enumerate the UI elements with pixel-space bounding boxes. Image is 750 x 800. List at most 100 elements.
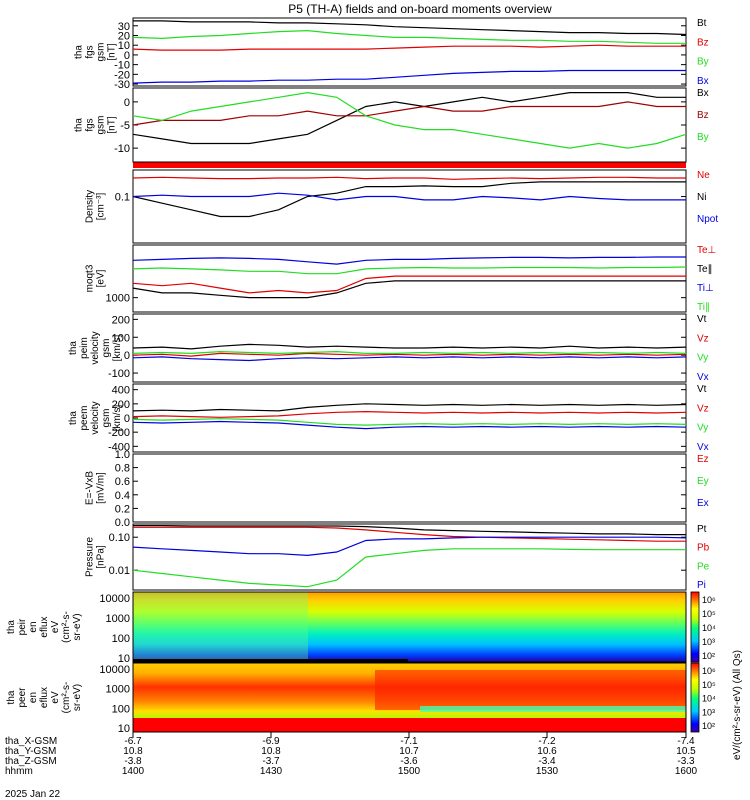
y-tick-label: -30 <box>114 79 130 91</box>
series-line-Bz <box>132 101 686 126</box>
y-tick-label: 0.01 <box>109 565 130 577</box>
y-axis-label: gsm <box>101 409 112 428</box>
legend-Vt: Vt <box>697 384 707 395</box>
y-tick-label: 100 <box>112 703 130 715</box>
footer-value: -6.7 <box>124 736 142 747</box>
panel-6: 400 200 0 -200 -400 tha peem velocity gsm [km/s] V… <box>68 383 709 453</box>
footer-value: -3.7 <box>262 756 280 767</box>
legend-Ne: Ne <box>697 170 710 181</box>
y-axis-label: eV <box>50 691 61 704</box>
series-line-Pe <box>132 548 686 588</box>
panel-frame <box>132 87 687 163</box>
colorbar-tick: 10⁴ <box>702 623 716 633</box>
y-tick-label: 0 <box>124 97 130 109</box>
y-tick-label: 0.6 <box>115 476 130 488</box>
y-tick-label: -10 <box>114 60 130 72</box>
y-tick-label: -10 <box>114 143 130 155</box>
y-tick-label: 10 <box>118 723 130 735</box>
y-tick-label: -5 <box>120 120 130 132</box>
series-line-Te⊥ <box>132 275 686 294</box>
series-line-Ne <box>132 176 686 180</box>
y-axis-label: tha <box>74 118 85 132</box>
footer-value: -3.8 <box>124 756 142 767</box>
footer-value: -3.4 <box>538 756 556 767</box>
footer-value: -3.3 <box>677 756 695 767</box>
series-line-Ti⊥ <box>132 256 686 265</box>
footer-row-label: hhmm <box>5 766 33 777</box>
y-tick-label: 0.0 <box>115 517 130 529</box>
y-axis-label: [eV] <box>96 269 107 287</box>
y-tick-label: 0 <box>124 413 130 425</box>
legend-Pi: Pi <box>697 580 706 591</box>
colorbar-tick: 10⁶ <box>702 595 716 605</box>
y-axis-label: eflux <box>39 616 50 637</box>
legend-Bz: Bz <box>697 37 709 48</box>
y-tick-label: -20 <box>114 69 130 81</box>
y-axis-label: peir <box>17 618 28 635</box>
y-tick-label: 0.10 <box>109 532 130 544</box>
legend-Pb: Pb <box>697 543 710 554</box>
series-line-Vt <box>132 403 687 412</box>
y-axis-label: [nT] <box>107 43 118 60</box>
colorbar-tick: 10⁶ <box>702 666 716 676</box>
footer-value: 10.8 <box>261 746 281 757</box>
y-axis-label: Pressure <box>85 537 96 577</box>
series-line-Vx <box>132 420 687 430</box>
electron-hot-region <box>375 670 686 710</box>
colorbar-tick: 10² <box>702 651 715 661</box>
legend-Bt: Bt <box>697 18 707 29</box>
y-tick-label: 10000 <box>99 664 130 676</box>
legend-Npot: Npot <box>697 214 718 225</box>
legend-By: By <box>697 132 709 143</box>
y-axis-label: [nPa] <box>96 545 107 569</box>
y-tick-label: 10 <box>118 653 130 665</box>
y-axis-label: tha <box>68 341 79 355</box>
series-line-Vz <box>132 410 687 418</box>
colorbar-lower <box>690 662 700 733</box>
panel-frame <box>132 169 687 244</box>
legend-Te⊥: Te⊥ <box>697 245 716 256</box>
y-axis-label: sr-eV) <box>72 684 83 711</box>
spectrogram-axis-1: 10000 1000 100 10 tha peir en eflux eV (cm²-s-sr-… <box>6 593 138 665</box>
y-axis-label: velocity <box>90 331 101 364</box>
footer-row-label: tha_Y-GSM <box>5 746 56 757</box>
series-line-Te∥ <box>132 280 686 299</box>
y-tick-label: 10000 <box>99 593 130 605</box>
footer-value: 1500 <box>398 766 421 777</box>
legend-Pe: Pe <box>697 561 710 572</box>
y-tick-label: 1.0 <box>115 449 130 461</box>
colorbar-tick: 10² <box>702 721 715 731</box>
electron-low-energy-band <box>133 718 686 732</box>
footer-value: 10.8 <box>123 746 143 757</box>
series-line-Vx <box>132 356 687 362</box>
colorbar-tick: 10⁵ <box>702 680 716 690</box>
y-axis-label: fgs <box>85 45 96 58</box>
y-axis-label: (cm²-s- <box>61 682 72 714</box>
legend-Vy: Vy <box>697 423 708 434</box>
panel-7: 1.0 0.80.6 0.40.2 0.0 E=-VxB [mV/m] Ez Ey Ex <box>85 449 709 529</box>
y-axis-label: peim <box>79 337 90 359</box>
y-tick-label: 1000 <box>106 613 130 625</box>
panel-8: 0.10 0.01 Pressure [nPa] Pt Pb Pe Pi <box>85 523 710 591</box>
legend-Ti⊥: Ti⊥ <box>697 283 714 294</box>
y-axis-label: [km/s] <box>112 404 123 431</box>
ion-quiet-region <box>133 592 308 662</box>
colorbar-upper <box>690 591 700 663</box>
series-line-Bx <box>132 69 686 84</box>
series-line-Pb <box>133 526 686 542</box>
y-axis-label: tha <box>74 45 85 59</box>
y-tick-label: 0.1 <box>115 192 130 204</box>
y-axis-label: [mV/m] <box>96 472 107 504</box>
y-tick-label: 0 <box>124 350 130 362</box>
footer-value: -6.9 <box>262 736 280 747</box>
y-tick-label: 0 <box>124 50 130 62</box>
colorbar-tick: 10⁵ <box>702 609 716 619</box>
spectrogram-axis-2: 10000 1000 100 10 tha peer en eflux eV (cm²-s-sr-… <box>6 664 138 735</box>
colorbar-tick: 10³ <box>702 637 715 647</box>
ion-spectrogram-frame <box>132 591 687 663</box>
ion-low-energy-band <box>133 659 408 663</box>
footer-value: -3.6 <box>400 756 418 767</box>
series-line-Vy <box>132 418 687 426</box>
y-axis-label: [km/s] <box>112 334 123 361</box>
